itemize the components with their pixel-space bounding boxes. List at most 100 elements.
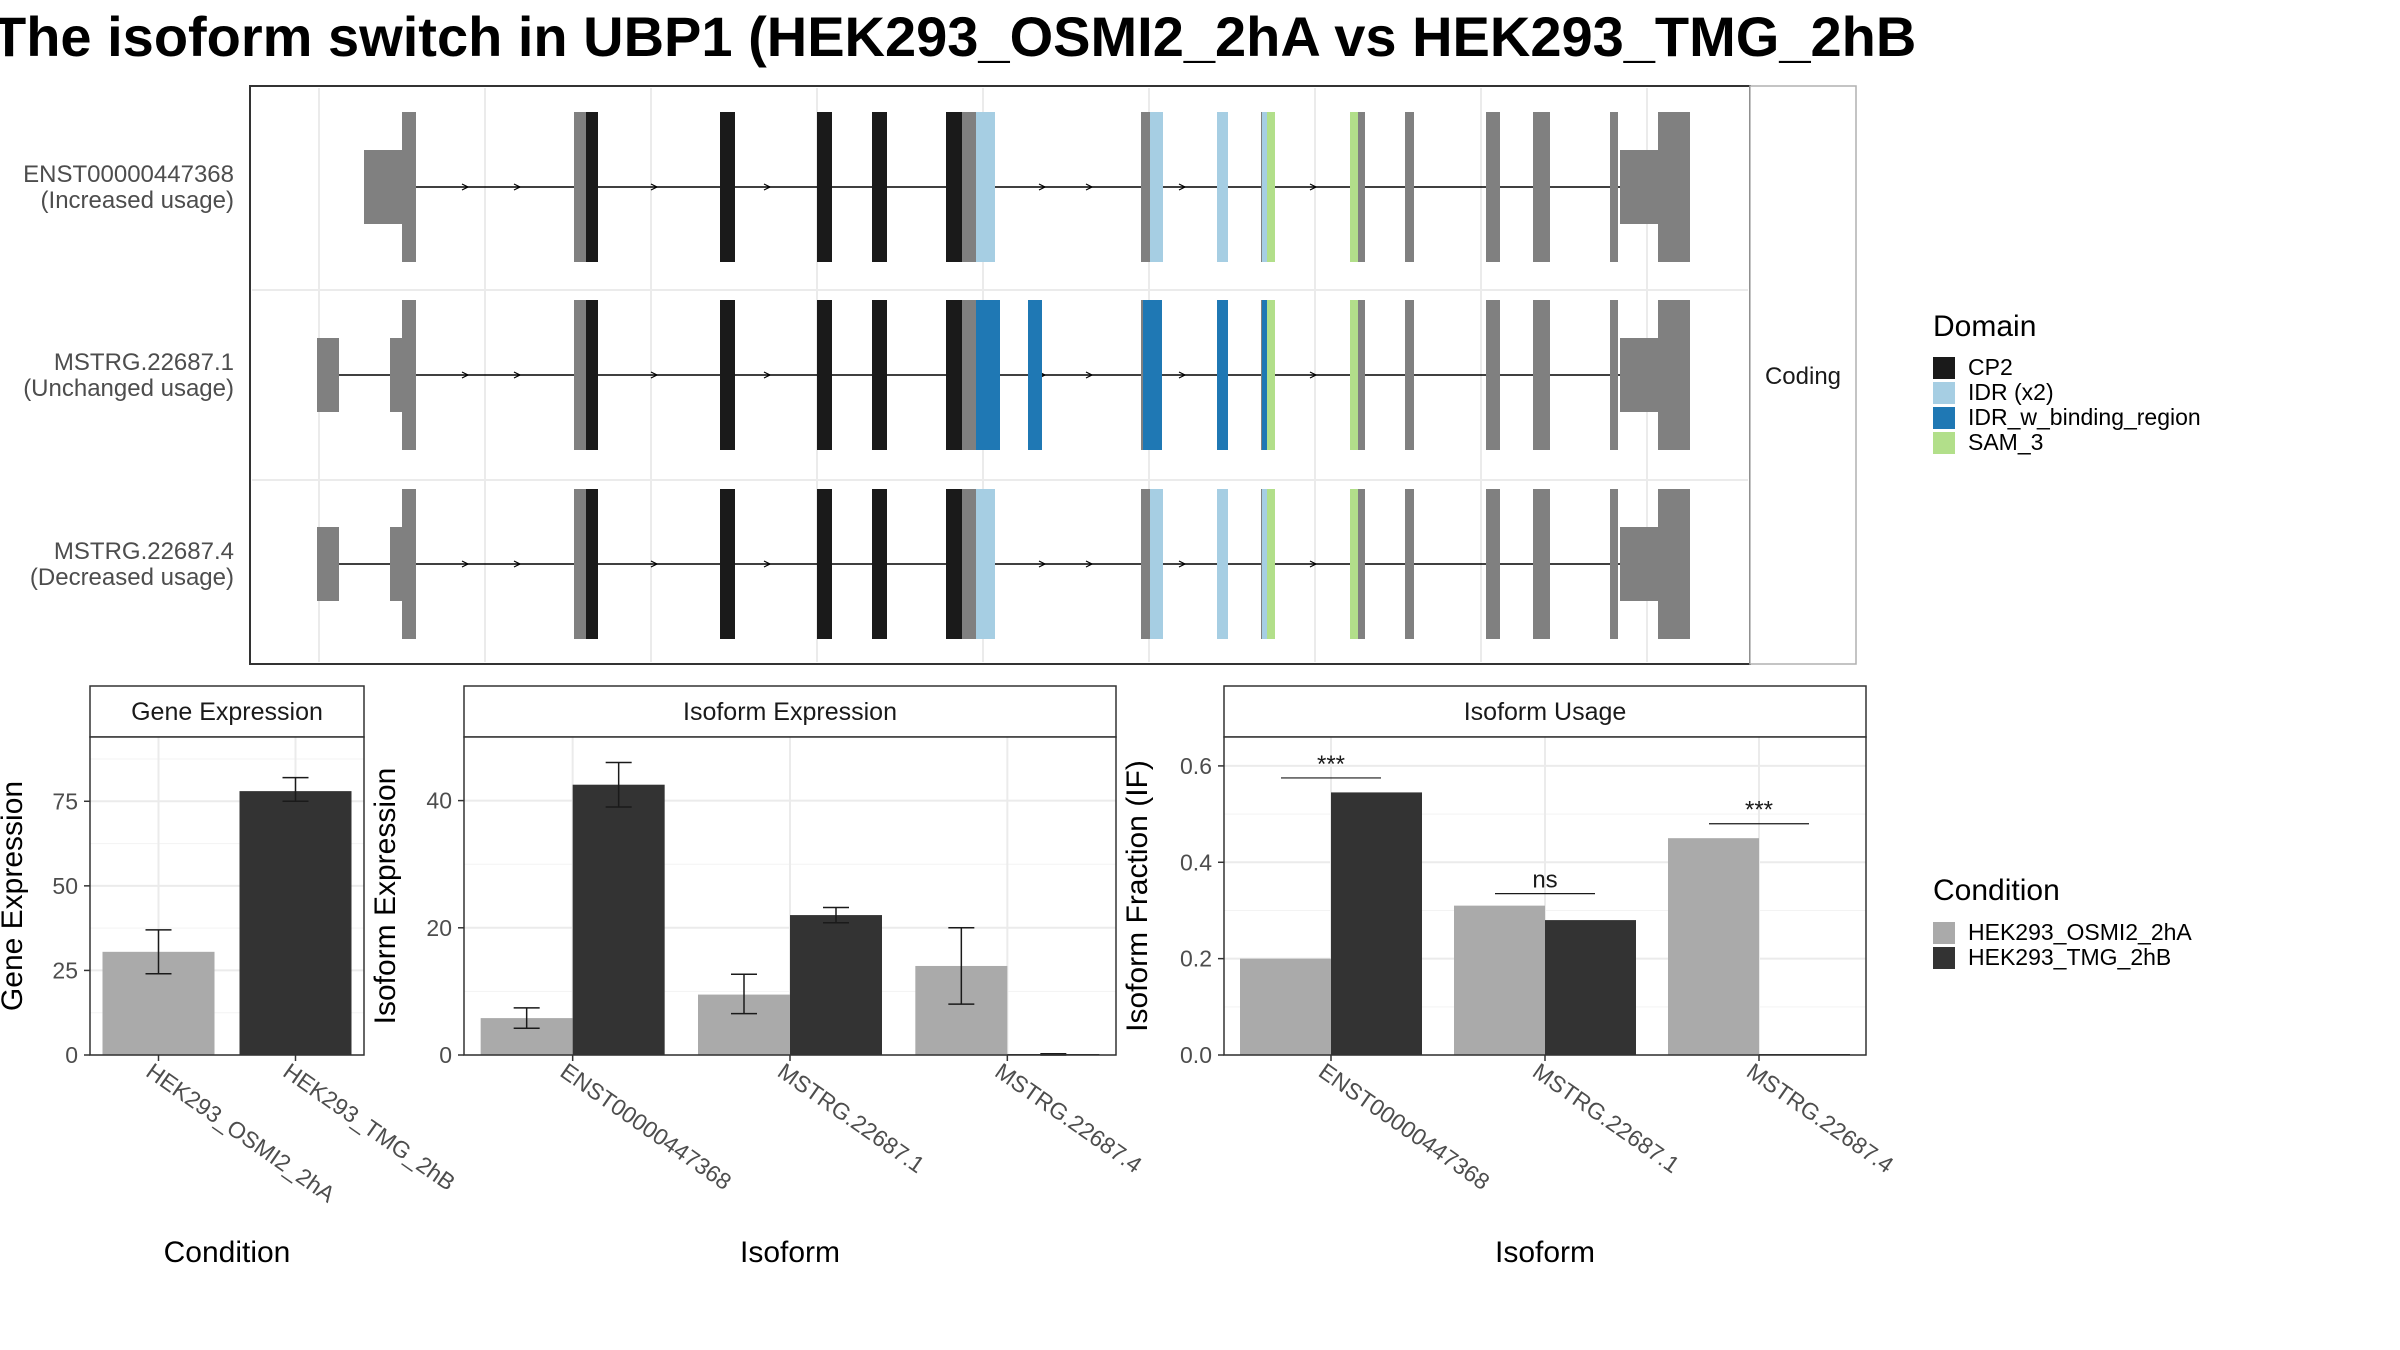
utr-exon [1405,112,1414,262]
strand-arrow [763,560,772,568]
strip-label-coding: Coding [1765,363,1841,390]
transcript-id-label: MSTRG.22687.4 [54,538,234,565]
structure-strip [1749,85,1857,665]
strand-arrow [513,560,522,568]
idr-domain-exon [1150,112,1163,262]
y-tick-label: 0 [65,1042,78,1068]
strand-arrow [650,371,659,379]
utr-exon [402,489,416,639]
y-tick-label: 0.0 [1180,1042,1212,1068]
strand-arrow [1085,560,1094,568]
condition-legend-label: HEK293_OSMI2_2hA [1968,919,2192,945]
strand-arrow [1178,560,1187,568]
cp2-domain-exon [872,489,887,639]
utr-exon [962,300,976,450]
utr-exon [1358,300,1365,450]
utr-exon [1610,489,1618,639]
x-tick-label: MSTRG.22687.1 [773,1058,929,1178]
strand-arrow [513,183,522,191]
transcript-id-label: MSTRG.22687.1 [54,349,234,376]
domain-legend-swatch [1933,357,1955,379]
y-axis-title: Isoform Fraction (IF) [1121,760,1154,1032]
utr-exon [1682,300,1690,450]
facet-strip [1223,685,1867,738]
domain-legend-label: CP2 [1968,354,2013,380]
sam3-domain-exon [1350,112,1358,262]
utr-exon [1658,300,1682,450]
cp2-domain-exon [817,112,832,262]
bar [790,915,882,1055]
utr-exon [574,300,586,450]
y-axis-title: Isoform Expression [369,768,402,1025]
utr-exon [574,489,586,639]
utr-exon [574,112,586,262]
utr-exon [390,338,402,412]
sam3-domain-exon [1267,112,1275,262]
utr-exon [1533,300,1550,450]
x-tick-label: ENST00000447368 [1314,1058,1494,1195]
x-axis-title: Isoform [740,1236,840,1269]
utr-exon [1358,112,1365,262]
utr-exon [962,112,976,262]
significance-label: *** [1317,751,1345,778]
cp2-domain-exon [586,112,598,262]
cp2-domain-exon [720,489,735,639]
bar [1545,920,1636,1055]
transcript-track [317,489,1690,639]
cp2-domain-exon [817,489,832,639]
transcript-usage-label: (Decreased usage) [30,564,234,591]
sam3-domain-exon [1267,300,1275,450]
significance-label: ns [1532,867,1557,894]
strand-arrow [461,560,470,568]
strand-arrow [1085,371,1094,379]
idr_binding-domain-exon [1028,300,1042,450]
cp2-domain-exon [872,112,887,262]
cp2-domain-exon [946,300,962,450]
utr-exon [390,527,402,601]
utr-exon [1533,112,1550,262]
utr-exon [1610,112,1618,262]
idr-domain-exon [1217,489,1228,639]
transcript-id-label: ENST00000447368 [23,161,234,188]
chart-title: Isoform Expression [683,698,897,726]
bar [1240,958,1331,1055]
bar [572,784,665,1055]
idr-domain-exon [976,112,995,262]
transcript-tracks [317,112,1690,639]
isoform-expression-chart: Isoform Expression 0 20 40 ENST00000447368 MS… [369,685,1147,1269]
cp2-domain-exon [817,300,832,450]
strand-arrow [1309,560,1318,568]
condition-legend-swatch [1933,947,1955,969]
y-tick-label: 0.2 [1180,946,1212,972]
utr-exon [1486,112,1500,262]
sam3-domain-exon [1267,489,1275,639]
domain-legend-label: SAM_3 [1968,429,2043,455]
bar [1454,905,1545,1055]
utr-exon [1358,489,1365,639]
idr-domain-exon [1262,489,1267,639]
domain-legend-swatch [1933,407,1955,429]
idr_binding-domain-exon [1143,300,1162,450]
strand-arrow [763,183,772,191]
bar [239,791,352,1055]
x-axis-title: Condition [164,1236,291,1269]
utr-exon [317,527,339,601]
utr-exon [402,300,416,450]
sam3-domain-exon [1350,489,1358,639]
strand-arrow [763,371,772,379]
utr-exon [1682,112,1690,262]
idr_binding-domain-exon [1262,300,1267,450]
utr-exon [402,112,416,262]
idr_binding-domain-exon [1217,300,1228,450]
bar [1331,792,1422,1055]
x-tick-label: ENST00000447368 [556,1058,736,1195]
condition-legend-title: Condition [1933,874,2060,907]
utr-exon [1486,489,1500,639]
strand-arrow [1178,371,1187,379]
domain-legend-label: IDR (x2) [1968,379,2054,405]
significance-label: *** [1745,797,1773,824]
x-tick-label: MSTRG.22687.1 [1528,1058,1684,1178]
